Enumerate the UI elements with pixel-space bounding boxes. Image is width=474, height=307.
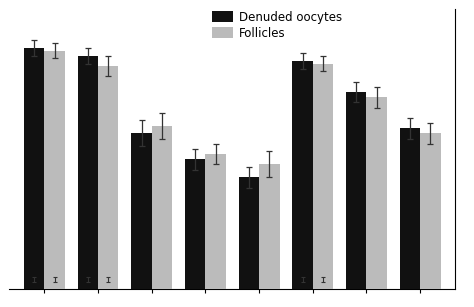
Bar <box>259 165 280 289</box>
Bar <box>79 280 97 289</box>
Bar <box>131 133 152 289</box>
Bar <box>366 97 387 289</box>
Bar <box>239 177 259 289</box>
Bar <box>420 133 440 289</box>
Bar <box>46 280 64 289</box>
Bar <box>205 154 226 289</box>
Bar <box>346 92 366 289</box>
Bar <box>293 280 312 289</box>
Bar <box>78 56 98 289</box>
Bar <box>45 51 65 289</box>
Bar <box>185 159 205 289</box>
Bar <box>292 61 313 289</box>
Bar <box>152 126 172 289</box>
Bar <box>24 48 45 289</box>
Legend: Denuded oocytes, Follicles: Denuded oocytes, Follicles <box>210 10 343 41</box>
Bar <box>314 280 332 289</box>
Bar <box>313 64 333 289</box>
Bar <box>400 128 420 289</box>
Bar <box>99 280 118 289</box>
Bar <box>25 280 43 289</box>
Bar <box>98 66 118 289</box>
